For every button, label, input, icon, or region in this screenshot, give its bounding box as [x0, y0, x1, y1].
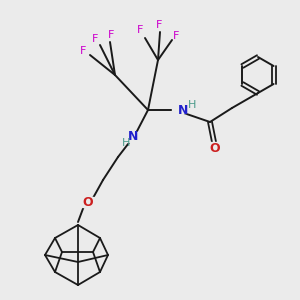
Bar [208, 142, 220, 152]
Bar [127, 132, 139, 142]
Text: N: N [178, 103, 188, 116]
Text: N: N [128, 130, 138, 143]
Text: F: F [156, 20, 162, 30]
Text: F: F [137, 25, 143, 35]
Text: O: O [210, 142, 220, 155]
Bar [172, 103, 186, 113]
Text: H: H [188, 100, 196, 110]
Text: O: O [83, 196, 93, 208]
Bar [82, 197, 94, 207]
Text: F: F [92, 34, 98, 44]
Text: F: F [173, 31, 179, 41]
Text: H: H [122, 138, 130, 148]
Text: F: F [108, 30, 114, 40]
Text: F: F [80, 46, 86, 56]
